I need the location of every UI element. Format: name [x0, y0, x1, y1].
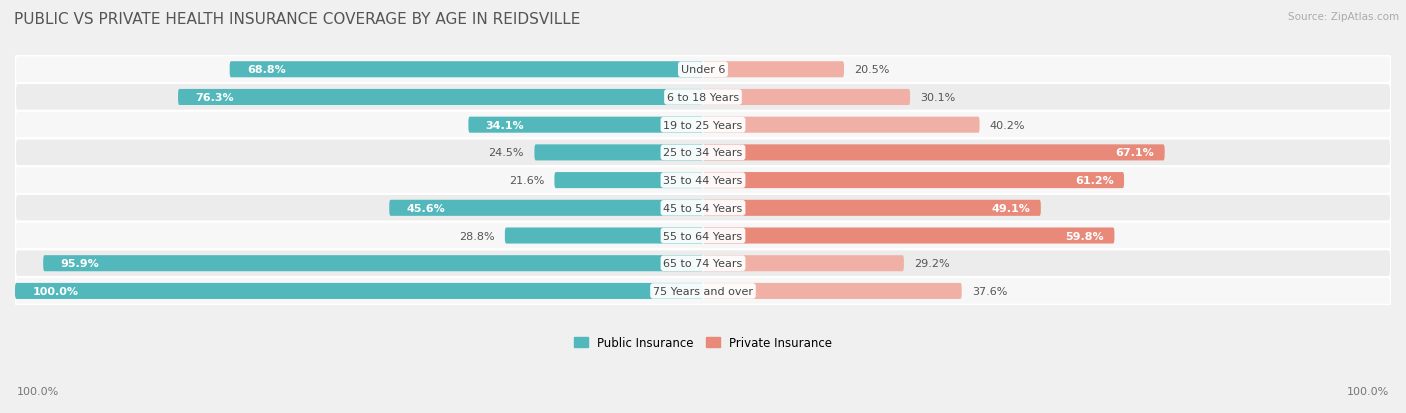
FancyBboxPatch shape	[703, 228, 1115, 244]
FancyBboxPatch shape	[44, 256, 703, 272]
Text: 19 to 25 Years: 19 to 25 Years	[664, 120, 742, 131]
Text: 24.5%: 24.5%	[489, 148, 524, 158]
Text: 76.3%: 76.3%	[195, 93, 233, 103]
FancyBboxPatch shape	[15, 167, 1391, 195]
Text: 35 to 44 Years: 35 to 44 Years	[664, 176, 742, 186]
FancyBboxPatch shape	[15, 283, 703, 299]
FancyBboxPatch shape	[15, 56, 1391, 84]
Text: 37.6%: 37.6%	[972, 286, 1007, 296]
FancyBboxPatch shape	[15, 112, 1391, 139]
Text: 59.8%: 59.8%	[1066, 231, 1104, 241]
Text: 34.1%: 34.1%	[485, 120, 524, 131]
FancyBboxPatch shape	[703, 145, 1164, 161]
Text: 65 to 74 Years: 65 to 74 Years	[664, 259, 742, 268]
Text: 45.6%: 45.6%	[406, 203, 446, 213]
Text: 49.1%: 49.1%	[991, 203, 1031, 213]
FancyBboxPatch shape	[15, 195, 1391, 222]
FancyBboxPatch shape	[15, 139, 1391, 167]
FancyBboxPatch shape	[703, 283, 962, 299]
FancyBboxPatch shape	[703, 200, 1040, 216]
FancyBboxPatch shape	[554, 173, 703, 189]
Legend: Public Insurance, Private Insurance: Public Insurance, Private Insurance	[569, 332, 837, 354]
FancyBboxPatch shape	[15, 278, 1391, 305]
FancyBboxPatch shape	[703, 173, 1123, 189]
Text: 68.8%: 68.8%	[247, 65, 285, 75]
Text: 100.0%: 100.0%	[17, 387, 59, 396]
FancyBboxPatch shape	[703, 62, 844, 78]
Text: 100.0%: 100.0%	[1347, 387, 1389, 396]
Text: 29.2%: 29.2%	[914, 259, 950, 268]
Text: 61.2%: 61.2%	[1076, 176, 1114, 186]
FancyBboxPatch shape	[389, 200, 703, 216]
FancyBboxPatch shape	[179, 90, 703, 106]
FancyBboxPatch shape	[505, 228, 703, 244]
Text: 25 to 34 Years: 25 to 34 Years	[664, 148, 742, 158]
Text: 45 to 54 Years: 45 to 54 Years	[664, 203, 742, 213]
FancyBboxPatch shape	[703, 117, 980, 133]
Text: 55 to 64 Years: 55 to 64 Years	[664, 231, 742, 241]
Text: Source: ZipAtlas.com: Source: ZipAtlas.com	[1288, 12, 1399, 22]
FancyBboxPatch shape	[15, 250, 1391, 278]
FancyBboxPatch shape	[15, 222, 1391, 250]
Text: 100.0%: 100.0%	[32, 286, 79, 296]
Text: 21.6%: 21.6%	[509, 176, 544, 186]
Text: 95.9%: 95.9%	[60, 259, 100, 268]
Text: 6 to 18 Years: 6 to 18 Years	[666, 93, 740, 103]
FancyBboxPatch shape	[703, 90, 910, 106]
FancyBboxPatch shape	[468, 117, 703, 133]
Text: 28.8%: 28.8%	[458, 231, 495, 241]
Text: 30.1%: 30.1%	[921, 93, 956, 103]
FancyBboxPatch shape	[229, 62, 703, 78]
Text: Under 6: Under 6	[681, 65, 725, 75]
Text: 67.1%: 67.1%	[1115, 148, 1154, 158]
FancyBboxPatch shape	[703, 256, 904, 272]
FancyBboxPatch shape	[534, 145, 703, 161]
FancyBboxPatch shape	[15, 84, 1391, 112]
Text: 20.5%: 20.5%	[855, 65, 890, 75]
Text: 75 Years and over: 75 Years and over	[652, 286, 754, 296]
Text: PUBLIC VS PRIVATE HEALTH INSURANCE COVERAGE BY AGE IN REIDSVILLE: PUBLIC VS PRIVATE HEALTH INSURANCE COVER…	[14, 12, 581, 27]
Text: 40.2%: 40.2%	[990, 120, 1025, 131]
